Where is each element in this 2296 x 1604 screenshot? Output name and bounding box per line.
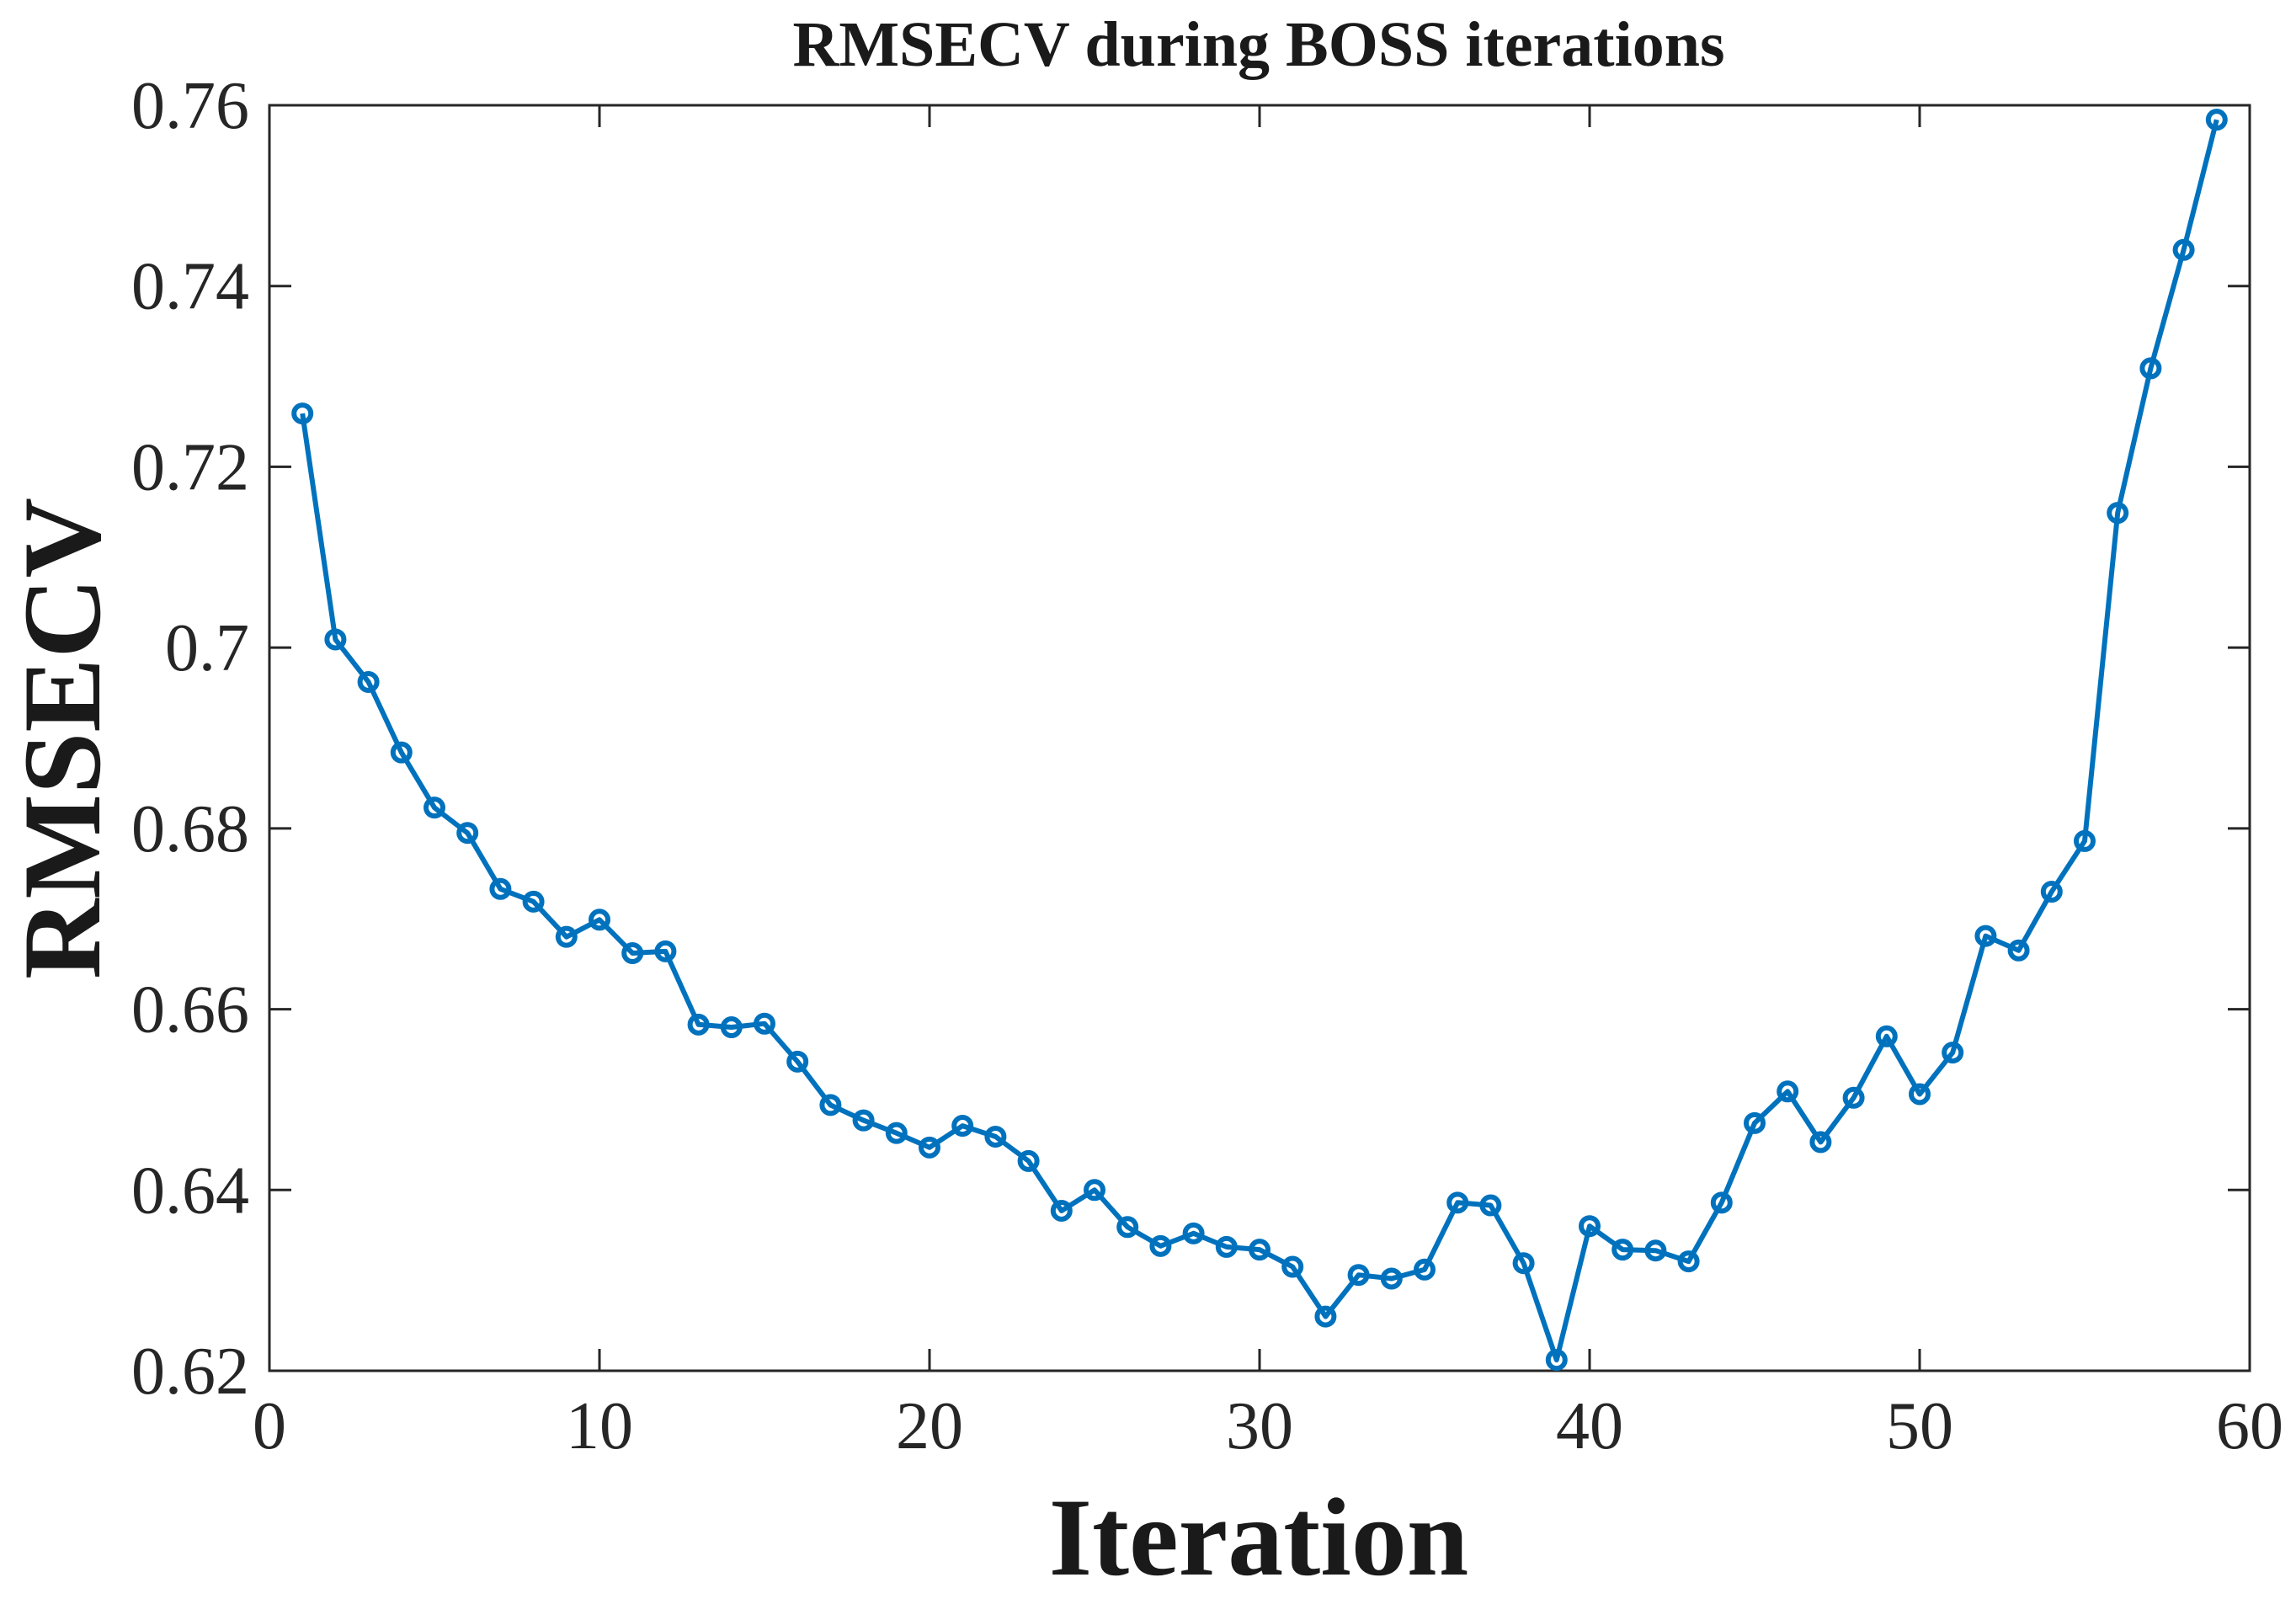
data-point xyxy=(786,1050,809,1073)
data-point xyxy=(357,670,380,693)
y-tick-label: 0.68 xyxy=(131,792,249,866)
x-tick-label: 0 xyxy=(253,1389,286,1463)
data-point xyxy=(2205,109,2228,131)
data-point xyxy=(621,942,644,965)
data-point xyxy=(1414,1258,1436,1281)
data-point xyxy=(1644,1239,1667,1262)
y-axis-label: RMSECV xyxy=(0,498,124,979)
data-point xyxy=(2107,502,2129,525)
data-point xyxy=(424,797,445,819)
data-point xyxy=(1182,1222,1205,1244)
y-tick-label: 0.72 xyxy=(131,430,249,504)
x-tick-label: 40 xyxy=(1556,1389,1623,1463)
data-point xyxy=(1116,1216,1139,1239)
x-tick-label: 30 xyxy=(1226,1389,1293,1463)
data-point xyxy=(555,925,578,948)
x-tick-label: 50 xyxy=(1886,1389,1953,1463)
data-point xyxy=(1545,1349,1568,1372)
data-point xyxy=(1744,1111,1766,1134)
y-tick-label: 0.64 xyxy=(131,1154,249,1228)
y-tick-label: 0.62 xyxy=(131,1335,249,1409)
data-point xyxy=(2139,357,2162,380)
data-point xyxy=(1050,1199,1073,1222)
data-point xyxy=(1017,1149,1040,1172)
data-point xyxy=(1611,1239,1634,1261)
data-point xyxy=(1084,1179,1105,1202)
data-point xyxy=(885,1122,908,1144)
series-layer xyxy=(291,109,2228,1372)
data-point xyxy=(754,1012,775,1035)
data-point xyxy=(1809,1131,1832,1154)
data-point xyxy=(852,1109,875,1132)
data-point xyxy=(2007,939,2030,962)
x-axis-label: Iteration xyxy=(1049,1475,1469,1599)
y-tick-label: 0.74 xyxy=(131,250,249,324)
series-line xyxy=(300,119,2219,1363)
data-point xyxy=(324,628,347,651)
y-tick-label: 0.66 xyxy=(131,973,249,1047)
plot-frame xyxy=(268,104,2251,1372)
data-point xyxy=(1710,1191,1733,1214)
x-tick-label: 60 xyxy=(2216,1389,2283,1463)
chart-title: RMSECV during BOSS iterations xyxy=(792,9,1724,80)
data-point xyxy=(1249,1239,1271,1261)
data-point xyxy=(720,1016,743,1039)
data-point xyxy=(1974,925,1997,947)
data-point xyxy=(687,1013,710,1036)
data-point xyxy=(1215,1235,1238,1258)
data-point xyxy=(2040,881,2063,903)
data-point xyxy=(2172,238,2195,261)
data-point xyxy=(589,909,610,931)
data-point xyxy=(1347,1264,1370,1287)
data-point xyxy=(1842,1086,1865,1109)
data-point xyxy=(1909,1083,1931,1106)
plot-axes: 0 10 20 30 40 50 60 0.62 0.64 0.66 0.68 0.7 0.72 0.74… xyxy=(131,69,2283,1463)
data-point xyxy=(1942,1042,1964,1064)
data-point xyxy=(1677,1250,1700,1273)
x-tick-label: 20 xyxy=(896,1389,963,1463)
data-point xyxy=(291,402,314,425)
data-point xyxy=(1281,1255,1304,1278)
data-point xyxy=(1149,1234,1172,1257)
data-point xyxy=(951,1115,974,1138)
data-point xyxy=(984,1125,1007,1148)
data-point xyxy=(390,741,413,764)
data-point xyxy=(1446,1191,1469,1214)
data-point xyxy=(819,1094,842,1116)
x-tick-label: 10 xyxy=(566,1389,633,1463)
data-point xyxy=(1380,1267,1403,1290)
y-tick-label: 0.7 xyxy=(165,611,249,685)
data-point xyxy=(1479,1194,1502,1217)
data-point xyxy=(1512,1252,1535,1275)
data-point xyxy=(1314,1305,1337,1328)
data-point xyxy=(1777,1080,1799,1103)
data-point xyxy=(1579,1215,1601,1238)
y-tick-label: 0.76 xyxy=(131,69,249,143)
data-point xyxy=(654,940,677,962)
data-point xyxy=(522,890,545,913)
data-point xyxy=(2074,829,2096,852)
data-point xyxy=(489,877,512,900)
data-point xyxy=(1875,1025,1898,1047)
data-point xyxy=(456,822,479,845)
data-point xyxy=(919,1136,940,1159)
